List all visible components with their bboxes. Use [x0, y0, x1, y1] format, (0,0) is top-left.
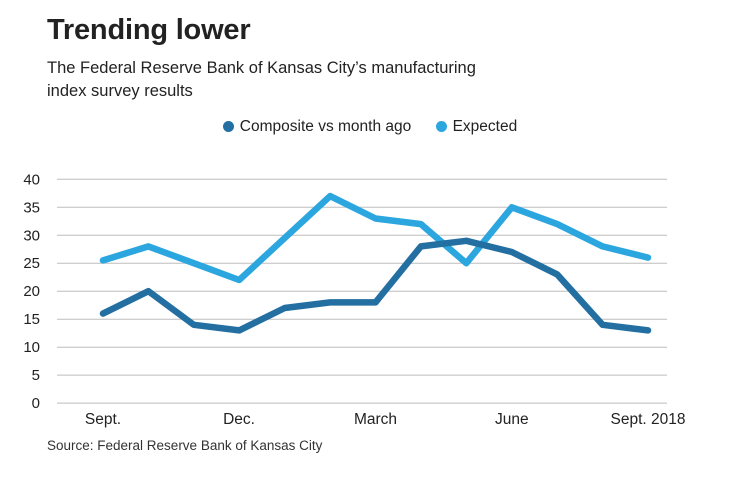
- svg-text:March: March: [354, 411, 397, 428]
- svg-text:35: 35: [23, 199, 40, 216]
- svg-text:40: 40: [23, 171, 40, 188]
- svg-text:25: 25: [23, 255, 40, 272]
- svg-text:Dec.: Dec.: [223, 411, 255, 428]
- svg-text:June: June: [495, 411, 529, 428]
- svg-text:Sept.: Sept.: [85, 411, 121, 428]
- svg-text:30: 30: [23, 227, 40, 244]
- svg-text:20: 20: [23, 283, 40, 300]
- svg-text:10: 10: [23, 339, 40, 356]
- svg-text:5: 5: [32, 367, 40, 384]
- svg-text:0: 0: [32, 395, 40, 412]
- svg-text:15: 15: [23, 311, 40, 328]
- svg-text:Sept. 2018: Sept. 2018: [611, 411, 686, 428]
